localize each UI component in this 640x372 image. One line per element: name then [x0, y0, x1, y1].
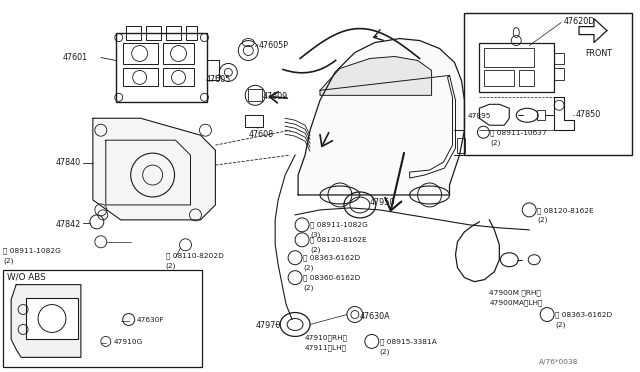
- Text: 47900M ・RH・: 47900M ・RH・: [490, 290, 541, 296]
- Bar: [166, 26, 180, 39]
- Bar: [123, 42, 157, 64]
- Polygon shape: [93, 118, 216, 220]
- Text: 47895: 47895: [467, 113, 491, 119]
- Text: 47910・RH・: 47910・RH・: [305, 334, 348, 341]
- Polygon shape: [11, 285, 81, 357]
- Text: (2): (2): [490, 139, 501, 146]
- Text: 47608: 47608: [248, 130, 273, 139]
- Text: 47605P: 47605P: [258, 41, 288, 49]
- Bar: [479, 42, 554, 92]
- Text: 47842: 47842: [56, 220, 81, 229]
- Text: 47970: 47970: [255, 321, 280, 330]
- Text: A/76*0038: A/76*0038: [539, 359, 579, 365]
- Bar: [163, 42, 195, 64]
- Bar: [125, 26, 141, 39]
- Text: (2): (2): [537, 217, 548, 223]
- Bar: [245, 115, 263, 127]
- Text: (2): (2): [303, 265, 314, 271]
- Bar: [458, 138, 465, 153]
- Text: (3): (3): [310, 232, 321, 238]
- Text: (2): (2): [303, 285, 314, 291]
- Text: 47910G: 47910G: [114, 339, 143, 346]
- Text: ⓝ 08911-1082G: ⓝ 08911-1082G: [310, 222, 368, 228]
- Text: 47850: 47850: [576, 110, 602, 119]
- Text: 47911・LH・: 47911・LH・: [305, 344, 347, 351]
- Text: ⓝ 08911-10637: ⓝ 08911-10637: [490, 129, 547, 136]
- Text: FRONT: FRONT: [586, 48, 612, 58]
- Text: 47950: 47950: [370, 198, 395, 207]
- Text: 47630A: 47630A: [360, 311, 390, 321]
- Bar: [26, 298, 78, 339]
- Text: (2): (2): [380, 349, 390, 355]
- Text: Ⓜ 08915-3381A: Ⓜ 08915-3381A: [380, 339, 436, 345]
- Text: W/O ABS: W/O ABS: [7, 273, 46, 282]
- Bar: [484, 48, 534, 67]
- Text: Ⓢ 08360-6162D: Ⓢ 08360-6162D: [303, 275, 360, 281]
- Text: (2): (2): [310, 247, 321, 253]
- Bar: [186, 26, 198, 39]
- Text: Ⓢ 08363-6162D: Ⓢ 08363-6162D: [303, 255, 360, 262]
- Text: Ⓑ 08120-8162E: Ⓑ 08120-8162E: [310, 237, 367, 243]
- Bar: [554, 68, 564, 80]
- Bar: [519, 70, 534, 86]
- Text: Ⓑ 08120-8162E: Ⓑ 08120-8162E: [537, 207, 594, 214]
- Text: 47609: 47609: [262, 92, 287, 101]
- Bar: [207, 61, 220, 80]
- Bar: [163, 68, 195, 86]
- Text: Ⓑ 08110-8202D: Ⓑ 08110-8202D: [166, 253, 223, 259]
- Text: 47620D: 47620D: [564, 17, 595, 26]
- Text: 47630F: 47630F: [137, 317, 164, 323]
- Bar: [116, 33, 207, 102]
- Text: (2): (2): [166, 263, 176, 269]
- Text: (2): (2): [555, 321, 566, 328]
- Text: 47605: 47605: [205, 76, 230, 84]
- Text: (2): (2): [3, 258, 13, 264]
- Text: 47900MA・LH・: 47900MA・LH・: [490, 299, 543, 306]
- Bar: [554, 52, 564, 64]
- Bar: [146, 26, 161, 39]
- Polygon shape: [579, 19, 607, 42]
- Bar: [484, 70, 515, 86]
- Text: Ⓢ 08363-6162D: Ⓢ 08363-6162D: [555, 311, 612, 318]
- Polygon shape: [320, 57, 431, 95]
- Bar: [123, 68, 157, 86]
- Text: 47601: 47601: [63, 54, 88, 62]
- Text: 47840: 47840: [56, 158, 81, 167]
- Bar: [3, 270, 202, 367]
- Bar: [248, 89, 262, 101]
- Text: ⓝ 08911-1082G: ⓝ 08911-1082G: [3, 248, 61, 254]
- Bar: [465, 13, 632, 155]
- Polygon shape: [298, 39, 465, 195]
- Bar: [537, 110, 545, 120]
